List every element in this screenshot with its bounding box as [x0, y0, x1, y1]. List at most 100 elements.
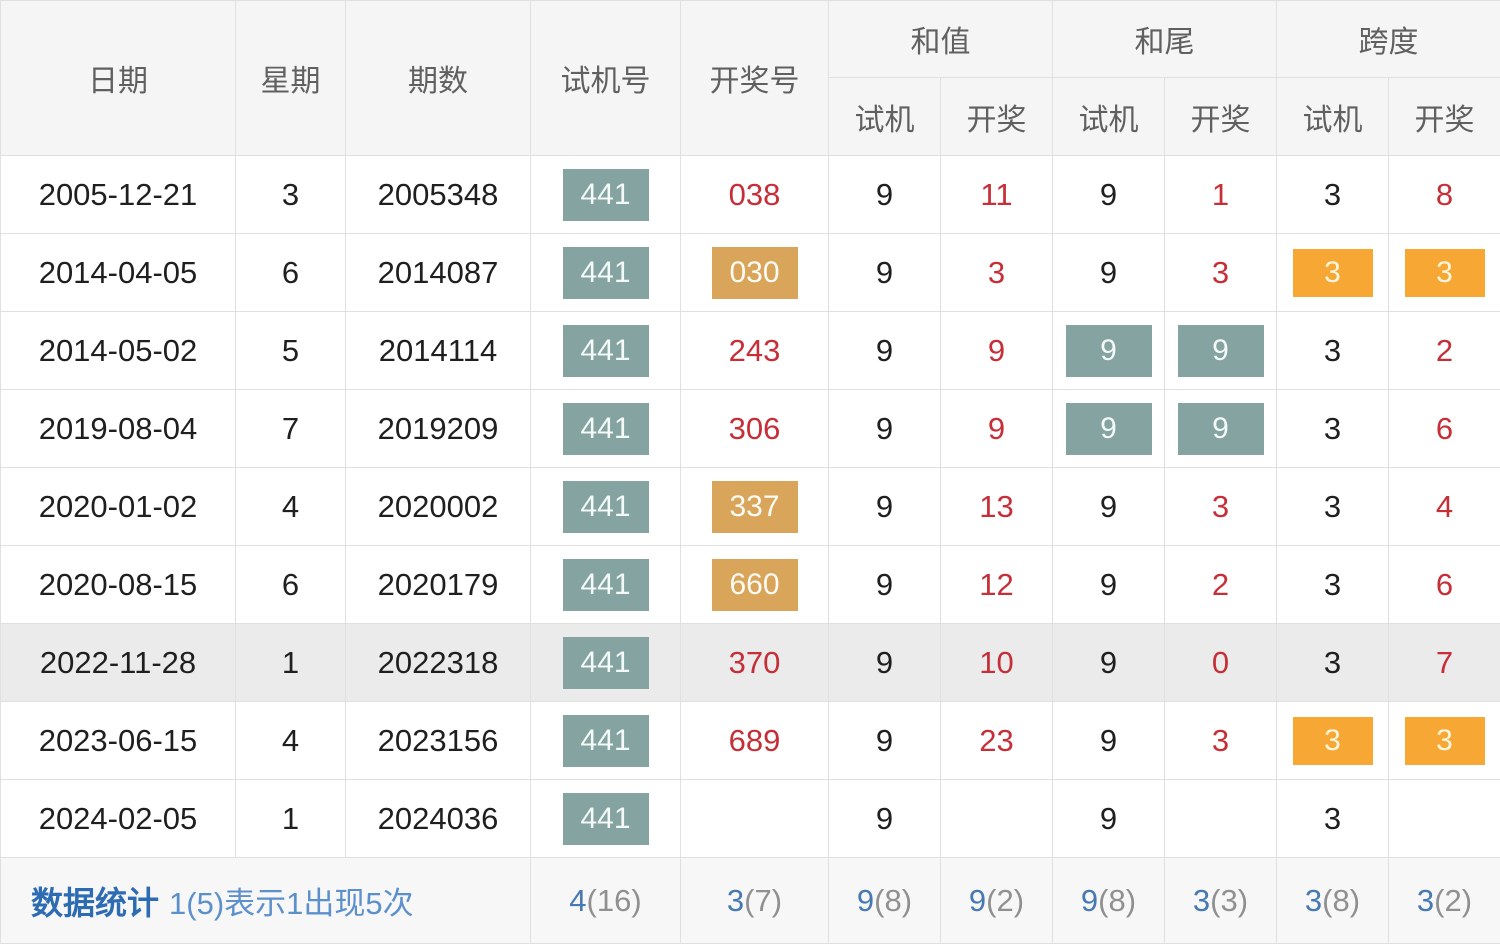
test-number-cell: 441: [531, 312, 681, 390]
date-cell: 2023-06-15: [1, 702, 236, 780]
test-number-cell: 441: [531, 780, 681, 858]
test-number-cell: 441: [531, 546, 681, 624]
span-test-cell: 3: [1277, 780, 1389, 858]
stats-note: 1(5)表示1出现5次: [169, 886, 414, 921]
tail-test-cell: 9: [1053, 468, 1165, 546]
span-draw-badge: 3: [1405, 717, 1485, 765]
tail-test-cell: 9: [1053, 156, 1165, 234]
header-date: 日期: [1, 1, 236, 156]
stat-sum-draw-cell: 9(2): [941, 858, 1053, 944]
span-test-cell: 3: [1277, 546, 1389, 624]
draw-number-badge: 337: [712, 481, 798, 533]
stat-tail-draw-cell: 3(3): [1165, 858, 1277, 944]
date-cell: 2005-12-21: [1, 156, 236, 234]
issue-cell: 2023156: [346, 702, 531, 780]
test-number-cell: 441: [531, 390, 681, 468]
draw-number-badge: 030: [712, 247, 798, 299]
draw-number-cell: 243: [681, 312, 829, 390]
date-cell: 2019-08-04: [1, 390, 236, 468]
stat-value: 3: [1417, 883, 1434, 918]
draw-number-cell: 370: [681, 624, 829, 702]
stats-label: 数据统计: [31, 885, 159, 921]
subheader-sum-test: 试机: [829, 78, 941, 156]
span-draw-cell: 8: [1389, 156, 1500, 234]
stat-count: (8): [874, 883, 912, 918]
tail-draw-cell: 9: [1165, 312, 1277, 390]
span-test-cell: 3: [1277, 312, 1389, 390]
sum-draw-cell: 10: [941, 624, 1053, 702]
stat-count: (16): [587, 883, 642, 918]
header-week: 星期: [236, 1, 346, 156]
sum-test-cell: 9: [829, 702, 941, 780]
sum-draw-cell: [941, 780, 1053, 858]
test-number-cell: 441: [531, 156, 681, 234]
subheader-sum-draw: 开奖: [941, 78, 1053, 156]
stat-sum-test-cell: 9(8): [829, 858, 941, 944]
stat-count: (7): [744, 883, 782, 918]
span-test-cell: 3: [1277, 624, 1389, 702]
span-test-cell: 3: [1277, 156, 1389, 234]
tail-test-cell: 9: [1053, 234, 1165, 312]
date-cell: 2020-01-02: [1, 468, 236, 546]
tail-draw-cell: 1: [1165, 156, 1277, 234]
sum-test-cell: 9: [829, 156, 941, 234]
tail-draw-badge: 9: [1178, 325, 1264, 377]
span-test-cell: 3: [1277, 702, 1389, 780]
week-cell: 6: [236, 234, 346, 312]
sum-draw-cell: 13: [941, 468, 1053, 546]
issue-cell: 2014087: [346, 234, 531, 312]
span-draw-cell: 7: [1389, 624, 1500, 702]
stat-span-test-cell: 3(8): [1277, 858, 1389, 944]
week-cell: 1: [236, 780, 346, 858]
draw-number-cell: 660: [681, 546, 829, 624]
header-sum-group: 和值: [829, 1, 1053, 78]
sum-draw-cell: 11: [941, 156, 1053, 234]
test-number-badge: 441: [563, 481, 649, 533]
span-draw-cell: 3: [1389, 702, 1500, 780]
draw-number-badge: 660: [712, 559, 798, 611]
header-draw-number: 开奖号: [681, 1, 829, 156]
test-number-cell: 441: [531, 234, 681, 312]
span-draw-cell: 3: [1389, 234, 1500, 312]
stat-value: 9: [1081, 883, 1098, 918]
span-draw-cell: 6: [1389, 546, 1500, 624]
stat-draw-number-cell: 3(7): [681, 858, 829, 944]
draw-number-cell: [681, 780, 829, 858]
stat-value: 9: [969, 883, 986, 918]
sum-test-cell: 9: [829, 780, 941, 858]
sum-test-cell: 9: [829, 624, 941, 702]
stat-value: 9: [857, 883, 874, 918]
tail-draw-cell: 3: [1165, 468, 1277, 546]
week-cell: 6: [236, 546, 346, 624]
sum-test-cell: 9: [829, 468, 941, 546]
sum-draw-cell: 9: [941, 312, 1053, 390]
stat-count: (8): [1322, 883, 1360, 918]
span-draw-badge: 3: [1405, 249, 1485, 297]
tail-test-badge: 9: [1066, 325, 1152, 377]
test-number-cell: 441: [531, 468, 681, 546]
tail-draw-cell: 2: [1165, 546, 1277, 624]
tail-draw-cell: 0: [1165, 624, 1277, 702]
draw-number-cell: 689: [681, 702, 829, 780]
date-cell: 2024-02-05: [1, 780, 236, 858]
stat-tail-test-cell: 9(8): [1053, 858, 1165, 944]
issue-cell: 2022318: [346, 624, 531, 702]
subheader-tail-test: 试机: [1053, 78, 1165, 156]
span-draw-cell: [1389, 780, 1500, 858]
week-cell: 3: [236, 156, 346, 234]
sum-test-cell: 9: [829, 390, 941, 468]
tail-test-cell: 9: [1053, 390, 1165, 468]
test-number-badge: 441: [563, 325, 649, 377]
sum-draw-cell: 23: [941, 702, 1053, 780]
issue-cell: 2014114: [346, 312, 531, 390]
stat-span-draw-cell: 3(2): [1389, 858, 1500, 944]
stats-caption: 数据统计 1(5)表示1出现5次: [1, 858, 531, 944]
